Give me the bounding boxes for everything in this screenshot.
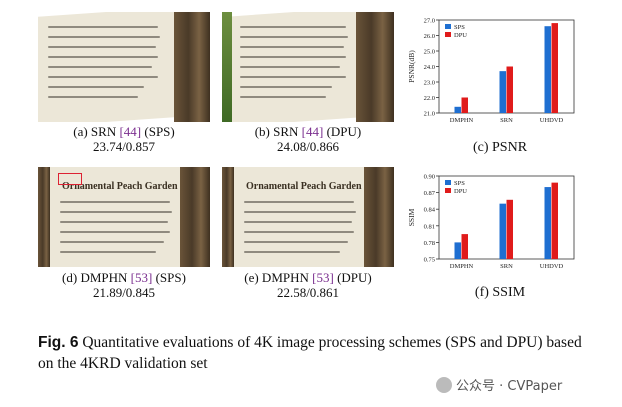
- legend-label: DPU: [454, 32, 467, 39]
- bar-sps-srn: [499, 203, 506, 259]
- y-tick-label: 26.0: [424, 33, 435, 40]
- x-tick-label: DMPHN: [450, 117, 474, 124]
- legend-label: SPS: [454, 180, 465, 187]
- bar-sps-uhdvd: [544, 26, 551, 114]
- y-tick-label: 23.0: [424, 80, 435, 87]
- bar-sps-srn: [499, 71, 506, 113]
- y-tick-label: 27.0: [424, 18, 435, 25]
- bar-dpu-dmphn: [461, 97, 468, 113]
- panel-score-b: 24.08/0.866: [276, 139, 340, 154]
- x-tick-label: DMPHN: [450, 263, 474, 270]
- photo-e: Ornamental Peach Garden: [222, 167, 394, 267]
- legend-swatch: [445, 32, 451, 37]
- sign-title: Ornamental Peach Garden: [62, 181, 178, 192]
- panel-caption-b: (b) SRN [44] (DPU) 24.08/0.866: [222, 124, 394, 154]
- x-tick-label: UHDVD: [540, 263, 564, 270]
- bar-dpu-dmphn: [461, 234, 468, 259]
- y-tick-label: 0.75: [424, 257, 435, 264]
- y-tick-label: 25.0: [424, 49, 435, 56]
- legend-label: DPU: [454, 188, 467, 195]
- bar-sps-dmphn: [454, 242, 461, 259]
- psnr-bar-chart: 21.0 22.0 23.0 24.0 25.0 26.0 27.0 PSNR(dB) DMPH…: [407, 18, 575, 124]
- bar-dpu-uhdvd: [551, 23, 558, 113]
- y-tick-label: 22.0: [424, 95, 435, 102]
- chart-caption-psnr: (c) PSNR: [472, 140, 528, 155]
- y-tick-label: 0.90: [424, 174, 435, 181]
- ssim-bar-chart: 0.75 0.78 0.81 0.84 0.87 0.90 SSIM DMPHN SRN UHDV…: [407, 174, 575, 270]
- sign-title: Ornamental Peach Garden: [246, 181, 362, 192]
- wechat-icon: [436, 377, 452, 393]
- watermark: 公众号 · CVPaper: [436, 375, 562, 394]
- y-tick-label: 21.0: [424, 111, 435, 118]
- x-tick-label: SRN: [500, 117, 513, 124]
- y-tick-label: 0.78: [424, 240, 435, 247]
- legend-swatch: [445, 180, 451, 185]
- y-tick-label: 0.81: [424, 223, 435, 230]
- panel-score-e: 22.58/0.861: [276, 285, 340, 300]
- panel-caption-e: (e) DMPHN [53] (DPU) 22.58/0.861: [222, 270, 394, 300]
- figure-caption: Fig. 6 Quantitative evaluations of 4K im…: [38, 332, 598, 374]
- watermark-text: 公众号 · CVPaper: [456, 379, 563, 394]
- chart-caption-ssim: (f) SSIM: [474, 285, 526, 300]
- panel-score-d: 21.89/0.845: [92, 285, 156, 300]
- bar-dpu-srn: [506, 199, 513, 259]
- figure-caption-text: Quantitative evaluations of 4K image pro…: [38, 334, 582, 372]
- bar-sps-uhdvd: [544, 187, 551, 259]
- bar-dpu-srn: [506, 66, 513, 113]
- y-tick-label: 0.87: [424, 190, 436, 197]
- x-tick-label: UHDVD: [540, 117, 564, 124]
- figure-label: Fig. 6: [38, 334, 79, 351]
- y-axis-label: PSNR(dB): [407, 50, 416, 83]
- panel-caption-d: (d) DMPHN [53] (SPS) 21.89/0.845: [38, 270, 210, 300]
- zoom-box: [58, 173, 82, 185]
- x-tick-label: SRN: [500, 263, 513, 270]
- photo-b: [222, 12, 394, 122]
- legend-swatch: [445, 188, 451, 193]
- legend-swatch: [445, 24, 451, 29]
- bar-dpu-uhdvd: [551, 182, 558, 259]
- bar-sps-dmphn: [454, 106, 461, 113]
- panel-score-a: 23.74/0.857: [92, 139, 156, 154]
- y-tick-label: 0.84: [424, 207, 436, 214]
- y-tick-label: 24.0: [424, 64, 435, 71]
- photo-d: Ornamental Peach Garden: [38, 167, 210, 267]
- y-axis-label: SSIM: [407, 208, 416, 226]
- photo-a: [38, 12, 210, 122]
- panel-caption-a: (a) SRN [44] (SPS) 23.74/0.857: [38, 124, 210, 154]
- legend-label: SPS: [454, 24, 465, 31]
